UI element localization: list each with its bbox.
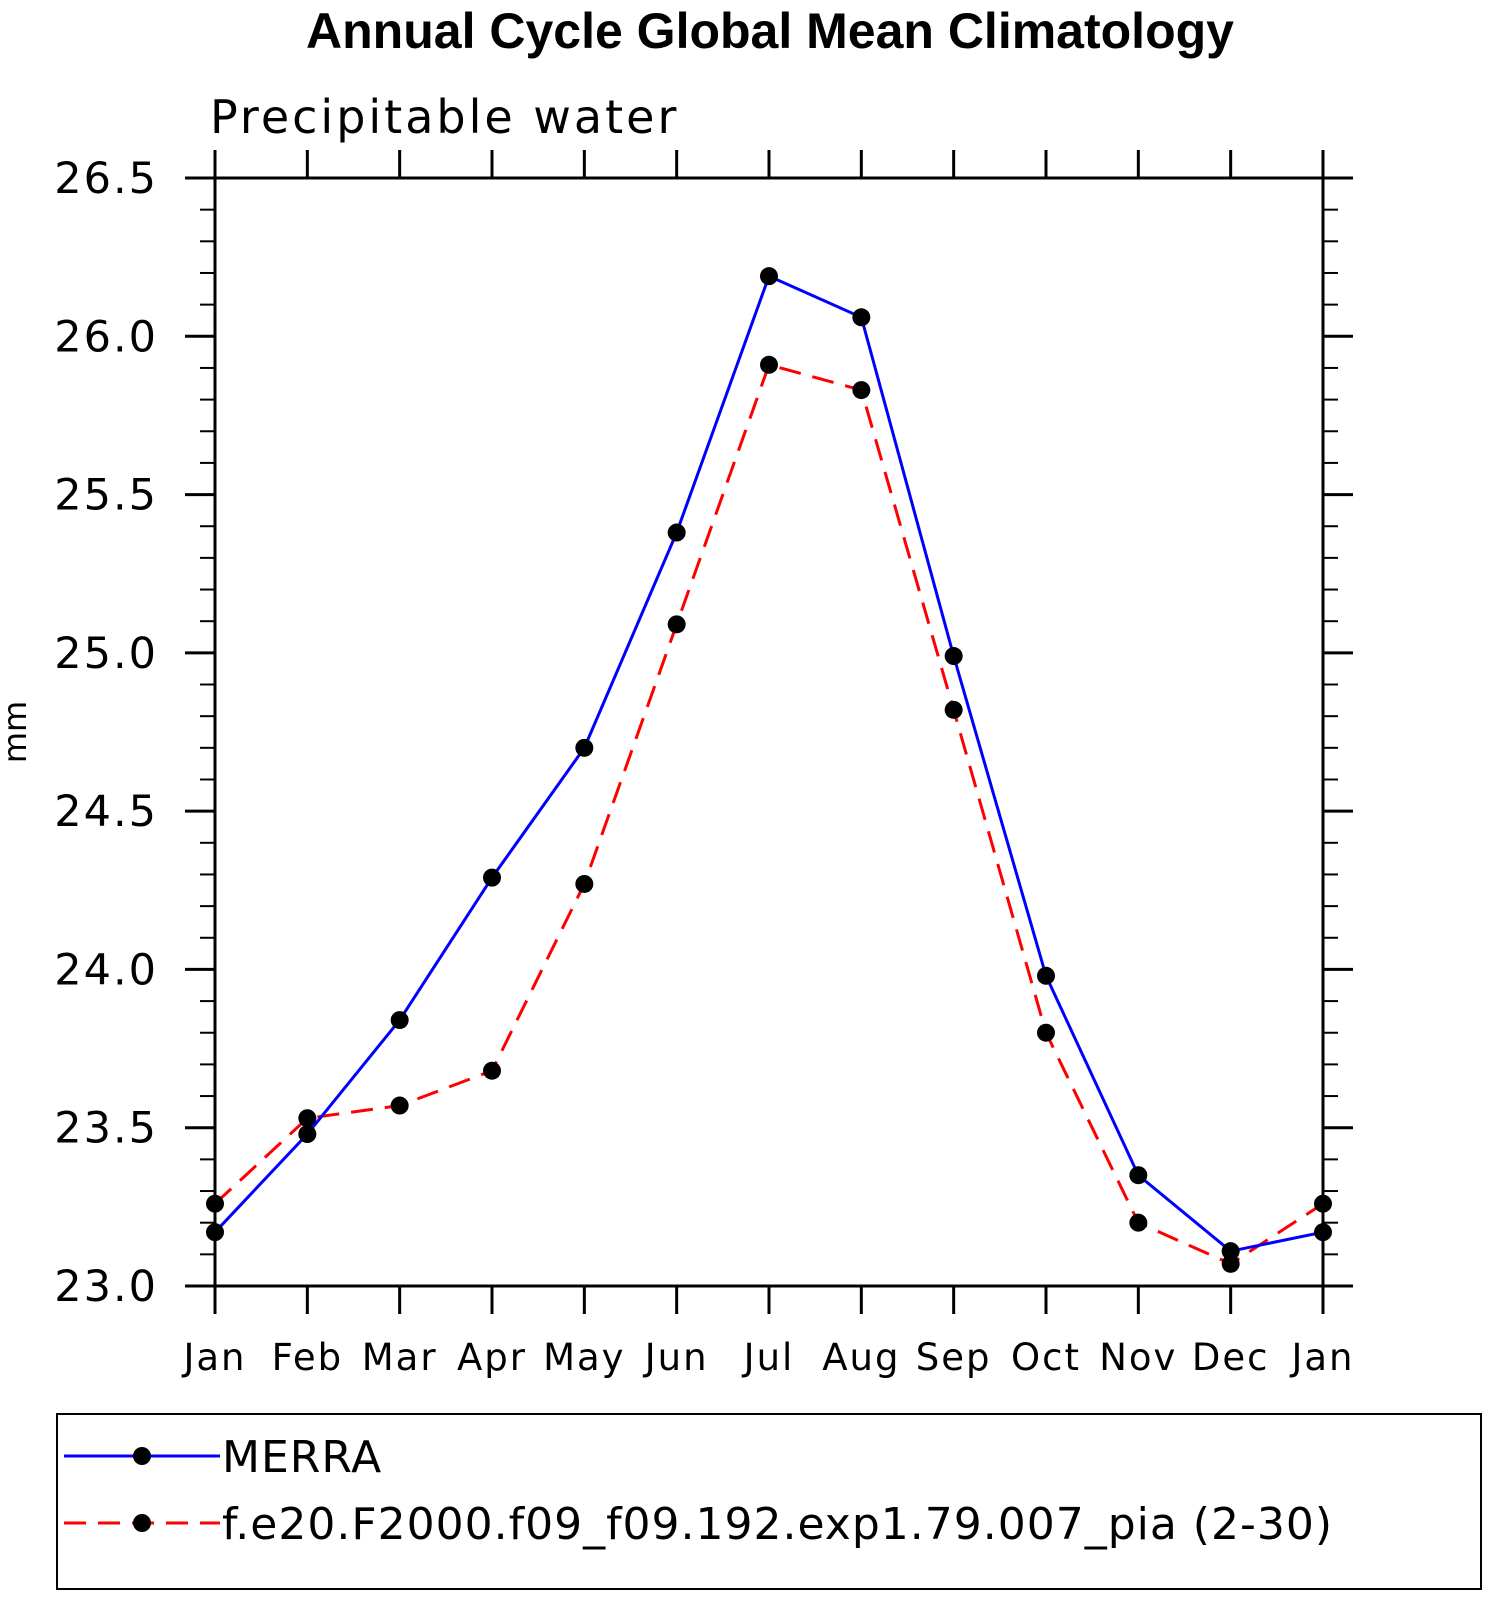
legend-label: MERRA	[222, 1432, 382, 1483]
x-tick-label: Apr	[457, 1336, 527, 1379]
y-tick-label: 26.5	[54, 154, 158, 204]
x-tick-label: Feb	[272, 1336, 344, 1379]
axes: Jan Feb Mar Apr May Jun Jul Aug Sep Oct Nov Dec Jan 2…	[54, 150, 1354, 1379]
y-tick-label: 24.5	[54, 787, 158, 837]
x-tick-label: Sep	[916, 1336, 992, 1379]
data-point	[760, 355, 778, 374]
y-tick-label: 26.0	[54, 312, 158, 362]
data-point	[390, 1096, 409, 1115]
data-point	[1221, 1242, 1240, 1261]
x-tick-label: Jun	[643, 1336, 709, 1379]
series-line	[213, 274, 1324, 1253]
data-point	[483, 868, 501, 887]
data-point	[483, 1061, 501, 1080]
legend-box	[56, 1413, 1482, 1590]
data-point	[852, 381, 871, 400]
legend-marker	[133, 1447, 151, 1465]
y-tick-label: 25.5	[54, 471, 158, 521]
y-tick-label: 23.5	[54, 1104, 158, 1154]
data-point	[575, 738, 594, 757]
data-point	[852, 308, 871, 327]
y-axis-label: mm	[0, 701, 34, 763]
chart-subtitle: Precipitable water	[210, 90, 679, 144]
data-point	[667, 523, 686, 542]
data-point	[944, 700, 963, 719]
data-point	[1129, 1166, 1148, 1185]
data-point	[1037, 966, 1055, 985]
x-tick-label: Nov	[1099, 1336, 1177, 1379]
data-point	[206, 1223, 224, 1242]
data-point	[298, 1109, 317, 1128]
data-point	[298, 1125, 317, 1144]
data-point	[667, 615, 686, 634]
data-point	[1314, 1223, 1332, 1242]
data-point	[1037, 1023, 1055, 1042]
data-point	[206, 1194, 224, 1213]
legend-label: f.e20.F2000.f09_f09.192.exp1.79.007_pia …	[222, 1499, 1333, 1550]
data-point	[760, 267, 778, 286]
chart-title: Annual Cycle Global Mean Climatology	[306, 3, 1234, 59]
x-tick-label: Jul	[742, 1336, 795, 1379]
y-tick-label: 25.0	[54, 629, 158, 679]
data-point	[1129, 1213, 1148, 1232]
y-tick-label: 23.0	[54, 1262, 158, 1312]
x-tick-label: May	[543, 1336, 626, 1379]
data-point	[1221, 1254, 1240, 1273]
series-line	[213, 362, 1324, 1266]
x-tick-label: Aug	[822, 1336, 900, 1379]
legend: MERRA f.e20.F2000.f09_f09.192.exp1.79.007…	[56, 1413, 1482, 1590]
x-tick-label: Jan	[181, 1336, 246, 1379]
data-point	[575, 874, 594, 893]
x-tick-label: Oct	[1011, 1336, 1081, 1379]
data-point	[944, 647, 963, 666]
data-point	[1314, 1194, 1332, 1213]
legend-marker	[133, 1514, 151, 1532]
x-tick-label: Jan	[1289, 1336, 1354, 1379]
x-tick-label: Dec	[1192, 1336, 1270, 1379]
plot-frame	[213, 176, 1325, 1288]
data-point	[390, 1011, 409, 1030]
series-layer	[206, 267, 1332, 1273]
y-tick-label: 24.0	[54, 945, 158, 995]
x-tick-label: Mar	[362, 1336, 438, 1379]
